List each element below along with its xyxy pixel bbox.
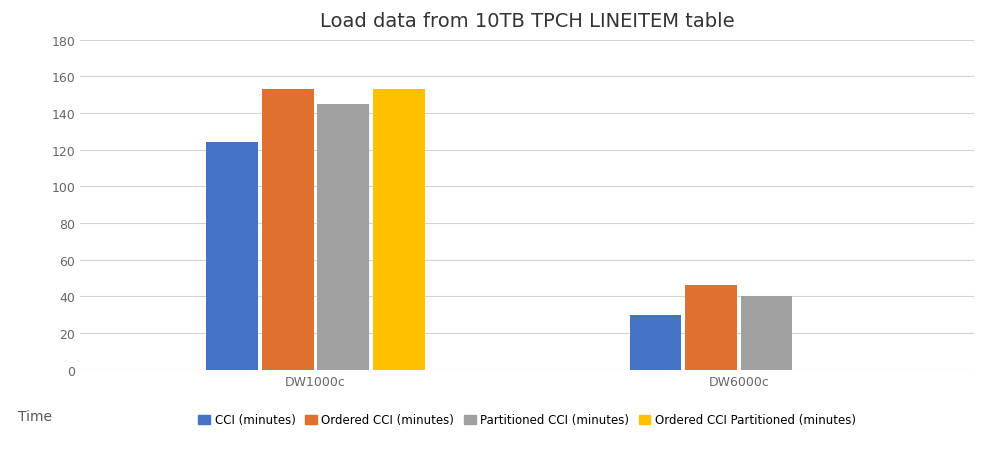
- Bar: [372, 90, 424, 370]
- Bar: [629, 315, 681, 370]
- Text: Time: Time: [18, 410, 52, 423]
- Legend: CCI (minutes), Ordered CCI (minutes), Partitioned CCI (minutes), Ordered CCI Par: CCI (minutes), Ordered CCI (minutes), Pa…: [194, 409, 860, 431]
- Bar: [740, 297, 791, 370]
- Title: Load data from 10TB TPCH LINEITEM table: Load data from 10TB TPCH LINEITEM table: [320, 12, 733, 31]
- Bar: [207, 143, 258, 370]
- Bar: [317, 105, 369, 370]
- Bar: [262, 90, 313, 370]
- Bar: [684, 285, 736, 370]
